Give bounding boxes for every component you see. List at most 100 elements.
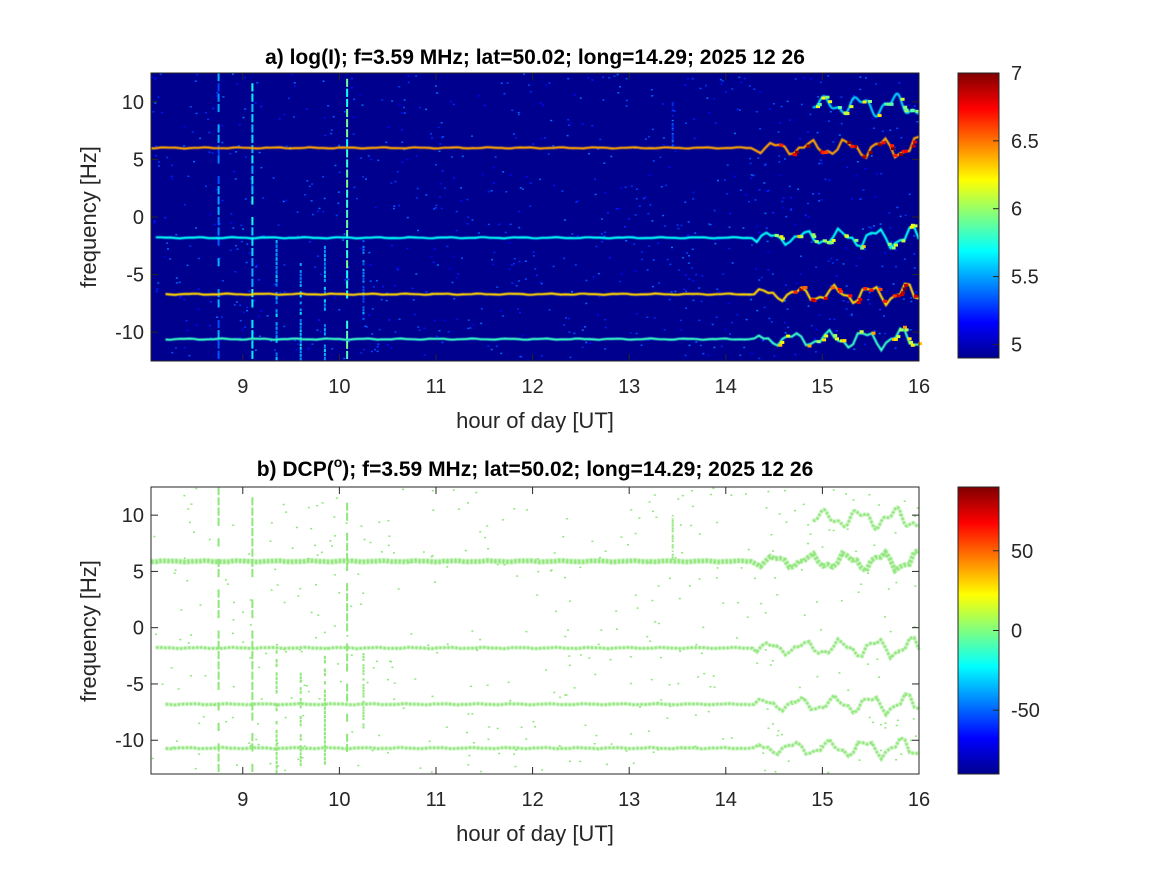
noise-pixel: [573, 94, 576, 96]
noise-pixel: [227, 583, 229, 585]
noise-pixel: [635, 198, 638, 200]
noise-pixel: [700, 652, 703, 655]
burst-segment: [323, 681, 326, 685]
burst-segment: [671, 136, 674, 138]
burst-segment: [671, 539, 674, 541]
noise-pixel: [156, 288, 159, 290]
noise-pixel: [745, 493, 747, 495]
noise-pixel: [439, 143, 442, 145]
burst-segment: [323, 761, 326, 765]
noise-pixel: [540, 282, 543, 285]
noise-pixel: [260, 698, 263, 700]
noise-pixel: [333, 516, 336, 518]
noise-pixel: [402, 707, 405, 709]
noise-pixel: [563, 219, 566, 221]
noise-pixel: [310, 527, 313, 530]
x-tick-label: 16: [908, 789, 930, 811]
noise-pixel: [296, 343, 299, 345]
noise-pixel: [707, 710, 710, 713]
noise-pixel: [668, 166, 671, 169]
noise-pixel: [529, 182, 532, 184]
trace-hotspot: [915, 109, 920, 113]
noise-pixel: [199, 137, 202, 140]
burst-segment: [251, 196, 254, 205]
noise-pixel: [338, 592, 341, 594]
noise-pixel: [764, 163, 767, 165]
noise-pixel: [387, 544, 390, 547]
noise-pixel: [660, 699, 663, 701]
noise-pixel: [615, 208, 618, 210]
burst-segment: [217, 155, 220, 164]
x-tick-label: 9: [237, 376, 248, 398]
burst-segment: [299, 672, 302, 676]
noise-pixel: [569, 356, 572, 359]
noise-pixel: [762, 752, 765, 754]
noise-pixel: [739, 189, 742, 191]
noise-pixel: [518, 210, 521, 213]
noise-pixel: [401, 141, 404, 143]
trace-hotspot: [825, 95, 830, 99]
noise-pixel: [353, 186, 356, 189]
panel-a-traces: [150, 92, 922, 353]
burst-segment: [362, 726, 365, 729]
noise-pixel: [371, 749, 374, 752]
trace-hotspot: [786, 334, 791, 338]
noise-pixel: [208, 538, 211, 541]
noise-pixel: [163, 256, 166, 258]
trace-hotspot: [871, 331, 876, 335]
noise-pixel: [394, 331, 397, 333]
noise-pixel: [867, 663, 870, 665]
noise-pixel: [695, 273, 698, 276]
noise-pixel: [579, 654, 582, 656]
noise-pixel: [868, 292, 871, 294]
noise-pixel: [467, 327, 470, 330]
noise-pixel: [211, 152, 214, 154]
noise-pixel: [698, 578, 701, 580]
burst-segment: [362, 289, 365, 292]
noise-pixel: [871, 118, 874, 120]
panel-b-title: b) DCP(o); f=3.59 MHz; lat=50.02; long=1…: [257, 454, 814, 481]
noise-pixel: [867, 572, 869, 574]
noise-pixel: [688, 278, 691, 280]
noise-pixel: [301, 756, 304, 759]
noise-pixel: [452, 489, 455, 491]
noise-pixel: [807, 216, 810, 218]
noise-pixel: [190, 503, 193, 505]
noise-pixel: [416, 187, 419, 190]
burst-segment: [346, 330, 349, 339]
burst-segment: [217, 538, 220, 547]
noise-pixel: [887, 588, 890, 590]
noise-pixel: [699, 344, 702, 347]
noise-pixel: [662, 137, 665, 139]
noise-pixel: [552, 145, 555, 147]
noise-pixel: [235, 301, 238, 303]
noise-pixel: [763, 182, 766, 184]
noise-pixel: [746, 616, 749, 618]
noise-pixel: [845, 308, 848, 310]
noise-pixel: [154, 77, 157, 80]
noise-pixel: [501, 315, 504, 317]
noise-pixel: [155, 154, 158, 157]
burst-segment: [251, 155, 254, 164]
noise-pixel: [161, 683, 164, 685]
noise-pixel: [673, 110, 676, 112]
panel-a-y-label: frequency [Hz]: [76, 146, 101, 288]
noise-pixel: [881, 265, 884, 268]
noise-pixel: [782, 206, 785, 209]
noise-pixel: [777, 131, 780, 133]
burst-segment: [323, 245, 326, 250]
burst-segment: [323, 356, 326, 361]
noise-pixel: [523, 73, 526, 75]
noise-pixel: [397, 588, 400, 590]
noise-pixel: [345, 522, 348, 524]
noise-pixel: [195, 227, 198, 229]
noise-pixel: [191, 131, 194, 133]
noise-pixel: [873, 544, 876, 546]
burst-segment: [671, 556, 674, 559]
noise-pixel: [415, 155, 418, 157]
burst-segment: [275, 729, 278, 734]
noise-pixel: [847, 301, 850, 303]
noise-pixel: [375, 279, 378, 282]
